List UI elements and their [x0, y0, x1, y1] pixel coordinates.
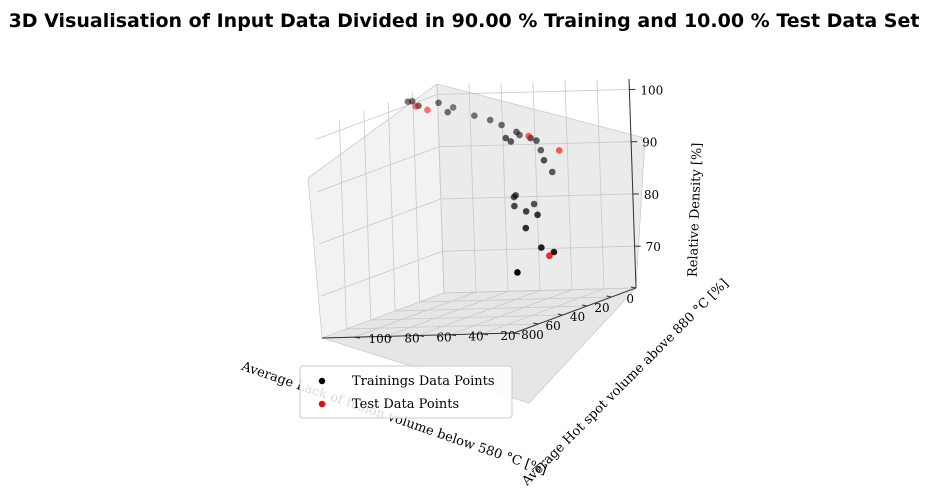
training-data-point — [540, 156, 548, 164]
y-tick-label: 40 — [468, 330, 483, 344]
grid-line-y — [500, 82, 509, 292]
training-data-point — [444, 108, 452, 116]
grid-line-z — [315, 94, 438, 140]
training-data-point — [510, 193, 518, 201]
grid-line-x — [387, 101, 396, 312]
y-tick-mark — [513, 332, 521, 335]
training-data-point — [404, 98, 412, 105]
grid-line-y — [385, 290, 509, 337]
right-pane — [436, 83, 646, 294]
training-data-point — [530, 200, 538, 208]
legend-box — [299, 365, 513, 419]
z-axis-line — [628, 78, 637, 289]
training-data-point — [435, 99, 442, 107]
grid-line-y — [481, 288, 605, 335]
training-data-point — [498, 121, 505, 129]
grid-line-z — [437, 89, 630, 95]
legend-marker-training — [318, 377, 326, 385]
grid-line-z — [320, 250, 443, 297]
training-data-point — [548, 168, 556, 176]
z-axis-label: Relative Density [%] — [686, 142, 706, 277]
grid-line-y — [564, 80, 573, 290]
grid-line-x — [412, 92, 420, 303]
training-data-point — [449, 104, 457, 111]
training-data-point — [534, 211, 541, 219]
test-data-point — [424, 106, 431, 114]
training-data-point — [513, 128, 520, 136]
z-tick-label: 80 — [644, 188, 659, 202]
grid-line-x — [339, 119, 347, 330]
y-tick-label: 60 — [436, 331, 451, 345]
legend-label-test: Test Data Points — [352, 397, 459, 412]
y-tick-label: 80 — [404, 331, 419, 345]
grid-line-y — [353, 291, 477, 338]
test-data-point — [546, 252, 553, 260]
legend-label-training: Trainings Data Points — [352, 374, 495, 389]
grid-line-y — [449, 289, 573, 336]
training-data-point — [550, 248, 558, 256]
x-tick-label: 20 — [594, 301, 609, 315]
grid-line-z — [440, 193, 633, 200]
back-pane — [307, 83, 445, 339]
axes-panes — [307, 83, 646, 404]
grid-line-z — [439, 141, 632, 148]
legend: Trainings Data Points Test Data Points — [299, 365, 513, 419]
y-axis-line — [321, 332, 515, 339]
x-tick-label: 80 — [521, 328, 536, 342]
z-tick-label: 70 — [646, 240, 661, 254]
training-data-point — [538, 244, 545, 251]
training-data-point — [514, 269, 521, 276]
grid-line-z — [316, 146, 440, 193]
grid-line-x — [363, 110, 372, 321]
training-data-point — [533, 137, 540, 144]
training-data-point — [507, 138, 515, 145]
x-tick-label: 0 — [626, 292, 634, 306]
grid-line-y — [468, 83, 477, 293]
grid-line-z — [318, 198, 441, 245]
y-tick-label: 20 — [500, 329, 515, 343]
grid-line-x — [436, 83, 445, 294]
grid-line-y — [532, 81, 541, 291]
z-tick-label: 90 — [642, 136, 657, 150]
test-data-point — [525, 132, 532, 140]
training-data-point — [471, 112, 478, 119]
y-tick-label: 0 — [536, 328, 544, 342]
training-data-point — [486, 116, 494, 124]
x-tick-label: 60 — [546, 319, 561, 333]
chart-title: 3D Visualisation of Input Data Divided i… — [9, 10, 920, 32]
test-data-point — [555, 147, 563, 154]
y-tick-label: 100 — [369, 332, 392, 346]
data-points — [404, 97, 563, 276]
training-data-point — [511, 202, 518, 210]
z-tick-label: 100 — [640, 83, 663, 97]
training-data-point — [537, 146, 545, 154]
grid-line-y — [596, 79, 605, 289]
training-data-point — [522, 224, 530, 232]
x-tick-label: 40 — [570, 310, 585, 324]
training-data-point — [502, 134, 510, 142]
training-data-point — [522, 208, 530, 215]
test-data-point — [412, 103, 419, 110]
grid-line-y — [417, 290, 541, 336]
x-axis-line — [513, 287, 637, 334]
legend-marker-test — [318, 400, 326, 408]
axis-lines — [321, 78, 641, 339]
